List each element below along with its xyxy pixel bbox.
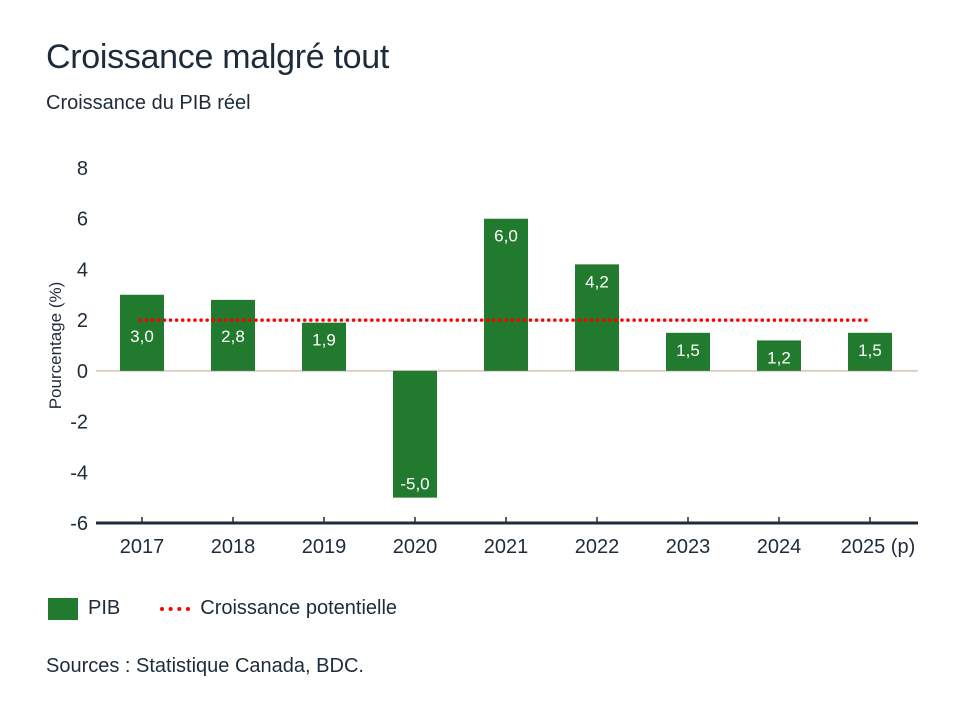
legend-swatch-pib — [48, 597, 78, 620]
legend-swatch-potential — [160, 606, 191, 611]
x-tick-label-2017: 2017 — [120, 536, 165, 558]
bar-2017 — [120, 294, 164, 371]
y-tick-label: 0 — [77, 361, 88, 383]
data-label-2021: 6,0 — [494, 227, 518, 246]
x-tick-label-2024: 2024 — [757, 536, 802, 558]
bar-2019 — [302, 322, 346, 371]
y-axis-label: Pourcentage (%) — [46, 282, 65, 410]
data-label-2018: 2,8 — [221, 327, 245, 346]
bar-2018 — [211, 299, 255, 371]
x-tick-label-2020: 2020 — [393, 536, 438, 558]
x-tick-label-2021: 2021 — [484, 536, 529, 558]
bar-2025 — [848, 332, 892, 371]
bar-2021 — [484, 218, 528, 371]
legend-label-potential: Croissance potentielle — [200, 597, 398, 619]
legend: PIB Croissance potentielle — [48, 597, 397, 620]
data-label-2022: 4,2 — [585, 272, 609, 291]
bar-2023 — [666, 332, 710, 371]
source-note: Sources : Statistique Canada, BDC. — [46, 655, 364, 677]
chart-title: Croissance malgré tout — [46, 38, 389, 76]
y-tick-label: -2 — [70, 412, 88, 434]
x-tick-label-2018: 2018 — [211, 536, 256, 558]
data-label-2024: 1,2 — [767, 348, 791, 367]
y-tick-label: -6 — [70, 513, 88, 535]
legend-label-pib: PIB — [88, 597, 121, 619]
y-tick-label: -4 — [70, 462, 88, 484]
data-label-2019: 1,9 — [312, 331, 336, 350]
data-label-2023: 1,5 — [676, 341, 700, 360]
x-tick-label-2022: 2022 — [575, 536, 620, 558]
data-label-2020: -5,0 — [400, 475, 429, 494]
data-label-2025: 1,5 — [858, 341, 882, 360]
bar-2024 — [757, 340, 801, 371]
data-label-2017: 3,0 — [130, 327, 154, 346]
chart-subtitle: Croissance du PIB réel — [46, 92, 251, 114]
y-tick-label: 4 — [77, 259, 88, 281]
y-tick-label: 2 — [77, 310, 88, 332]
bar-2020 — [393, 370, 437, 498]
bar-2022 — [575, 264, 619, 371]
x-tick-label-2023: 2023 — [666, 536, 711, 558]
x-tick-label-2025: 2025 (p) — [841, 536, 916, 558]
y-tick-label: 6 — [77, 209, 88, 231]
y-tick-label: 8 — [77, 158, 88, 180]
x-tick-label-2019: 2019 — [302, 536, 347, 558]
